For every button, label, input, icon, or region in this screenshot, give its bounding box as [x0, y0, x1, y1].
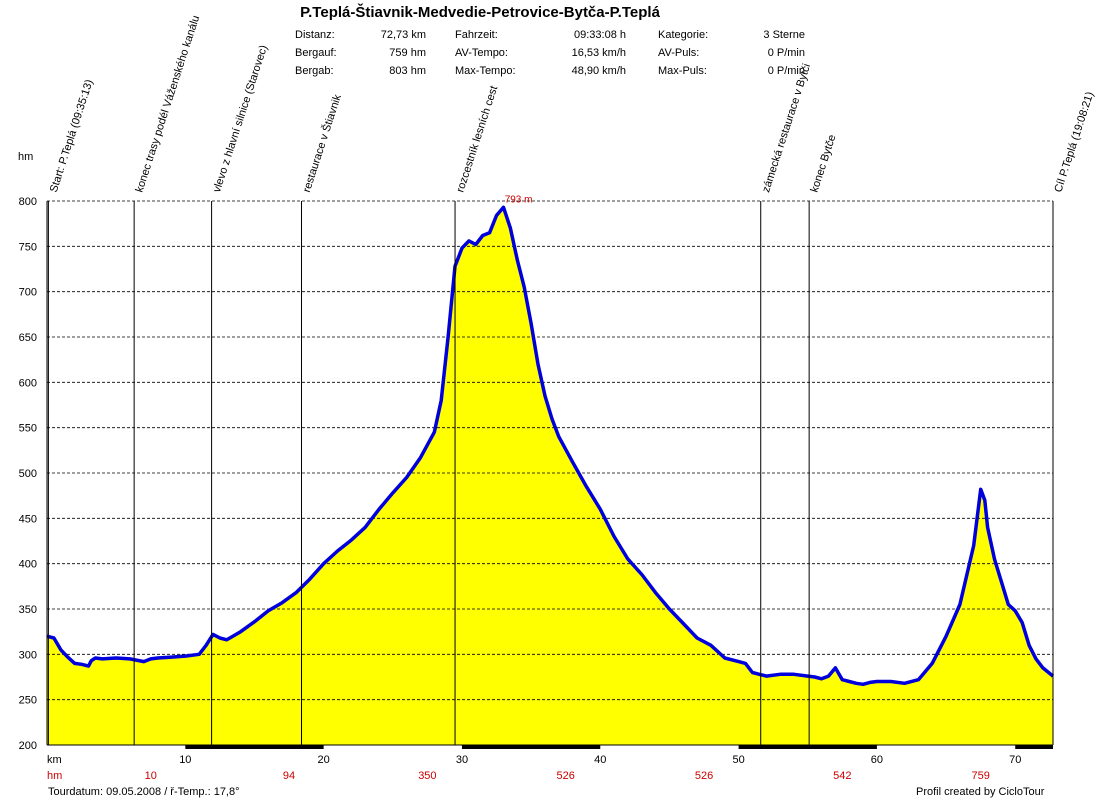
stat-value-category: 3 Sterne	[763, 29, 805, 41]
hm-row-value-6: 759	[971, 770, 989, 782]
stat-label-duration: Fahrzeit:	[455, 29, 498, 41]
y-tick-label-800: 800	[19, 196, 37, 208]
stat-label-ascent: Bergauf:	[295, 47, 337, 59]
x-tick-label-50: 50	[732, 754, 744, 766]
stat-label-avg-pulse: AV-Puls:	[658, 47, 700, 59]
y-tick-label-350: 350	[19, 604, 37, 616]
x-tick-label-10: 10	[179, 754, 191, 766]
x-tick-label-30: 30	[456, 754, 468, 766]
x-tick-label-20: 20	[318, 754, 330, 766]
waypoint-label-4: rozcestník lesních cest	[454, 84, 500, 194]
waypoint-label-1: konec trasy podél Váženského kanálu	[134, 14, 203, 194]
y-tick-label-500: 500	[19, 468, 37, 480]
hm-row-value-0: 10	[145, 770, 157, 782]
x-axis-label: km	[47, 754, 62, 766]
scale-bar-70	[1015, 745, 1053, 749]
waypoint-label-6: konec Bytče	[809, 133, 839, 194]
x-tick-label-70: 70	[1009, 754, 1021, 766]
y-tick-label-400: 400	[19, 559, 37, 571]
stat-value-max-pulse: 0 P/min	[767, 65, 805, 77]
y-tick-label-750: 750	[19, 241, 37, 253]
hm-row-value-3: 526	[557, 770, 575, 782]
scale-bar-10	[185, 745, 324, 749]
stat-label-avg-speed: AV-Tempo:	[455, 47, 508, 59]
scale-bar-50	[738, 745, 877, 749]
stat-value-avg-pulse: 0 P/min	[767, 47, 805, 59]
elevation-area	[47, 207, 1053, 746]
stat-value-distance: 72,73 km	[380, 29, 426, 41]
scale-bar-30	[461, 745, 601, 749]
peak-label: 793 m	[505, 194, 533, 205]
waypoint-label-3: restaurace v Štiavnik	[300, 92, 344, 194]
y-tick-label-300: 300	[19, 649, 37, 661]
stat-label-distance: Distanz:	[295, 29, 335, 41]
elevation-line	[46, 205, 1055, 687]
hm-row-label: hm	[47, 770, 62, 782]
hm-row-value-5: 542	[833, 770, 851, 782]
hm-row-value-2: 350	[418, 770, 436, 782]
y-tick-label-200: 200	[19, 740, 37, 752]
y-tick-label-600: 600	[19, 377, 37, 389]
stat-label-max-pulse: Max-Puls:	[658, 65, 707, 77]
waypoint-label-2: vlevo z hlavní silnice (Starovec)	[211, 44, 270, 194]
stat-label-max-speed: Max-Tempo:	[455, 65, 516, 77]
stat-value-ascent: 759 hm	[389, 47, 426, 59]
y-tick-label-550: 550	[19, 423, 37, 435]
stat-label-descent: Bergab:	[295, 65, 334, 77]
hm-row-value-4: 526	[695, 770, 713, 782]
tour-date-label: Tourdatum: 09.05.2008 / ř-Temp.: 17,8°	[48, 786, 240, 798]
credit-label: Profil created by CicloTour	[916, 786, 1045, 798]
stat-value-descent: 803 hm	[389, 65, 426, 77]
stat-value-duration: 09:33:08 h	[574, 29, 626, 41]
chart-title: P.Teplá-Štiavnik-Medvedie-Petrovice-Bytč…	[300, 4, 660, 21]
stat-value-avg-speed: 16,53 km/h	[571, 47, 626, 59]
x-tick-label-40: 40	[594, 754, 606, 766]
x-tick-label-60: 60	[871, 754, 883, 766]
y-tick-label-650: 650	[19, 332, 37, 344]
y-axis-label: hm	[18, 151, 33, 163]
waypoint-label-0: Start: P.Teplá (09:35:13)	[48, 78, 96, 194]
stat-value-max-speed: 48,90 km/h	[571, 65, 626, 77]
hm-row-value-1: 94	[283, 770, 295, 782]
y-tick-label-250: 250	[19, 695, 37, 707]
waypoint-label-7: Cíl P.Teplá (19:08:21)	[1052, 90, 1096, 194]
stat-label-category: Kategorie:	[658, 29, 709, 41]
waypoint-label-5: zámecká restaurace v Bytči	[760, 62, 813, 194]
y-tick-label-700: 700	[19, 287, 37, 299]
y-tick-label-450: 450	[19, 513, 37, 525]
